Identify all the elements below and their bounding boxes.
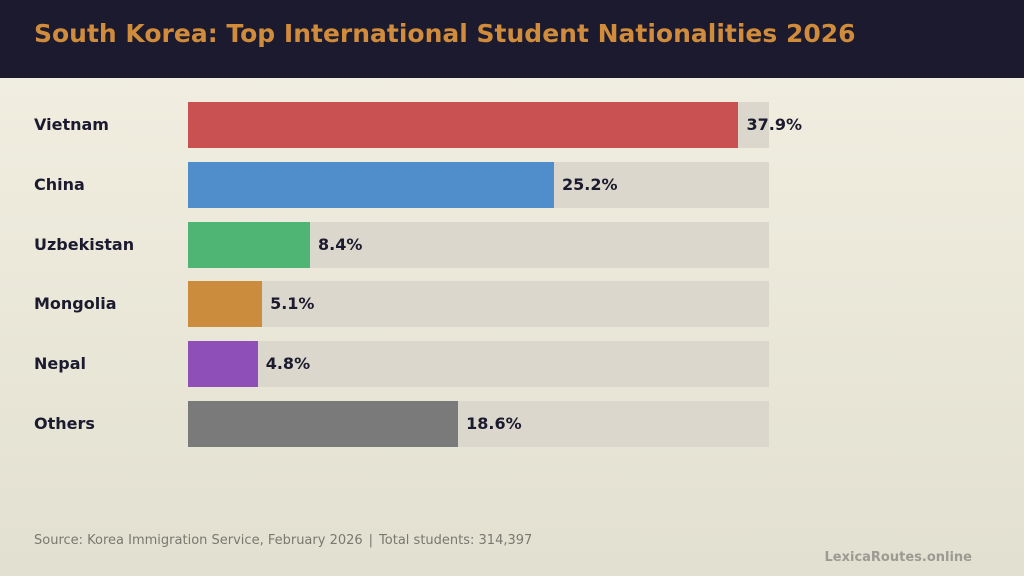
- bar: [188, 161, 555, 208]
- bar-row: Mongolia 5.1%: [0, 281, 1024, 328]
- bar-track: [188, 102, 769, 148]
- source-note: Source: Korea Immigration Service, Febru…: [34, 533, 532, 548]
- value-label: 8.4%: [318, 234, 363, 254]
- bar: [188, 281, 263, 328]
- bar-track: [188, 401, 769, 447]
- bar-row: Uzbekistan 8.4%: [0, 221, 1024, 268]
- bar: [188, 401, 459, 447]
- category-label: Mongolia: [34, 294, 117, 314]
- bar: [188, 341, 258, 388]
- bar-row: China 25.2%: [0, 161, 1024, 208]
- bar-track: [188, 281, 769, 328]
- bar-track: [188, 161, 769, 208]
- value-label: 5.1%: [270, 294, 315, 314]
- value-label: 4.8%: [265, 354, 311, 374]
- bar-track: [188, 221, 769, 268]
- bar-row: Nepal 4.8%: [0, 341, 1024, 388]
- header-bar: [0, 0, 1024, 78]
- bar-track: [188, 341, 769, 388]
- bar: [188, 102, 739, 148]
- chart-title: South Korea: Top International Student N…: [34, 19, 856, 48]
- brand-watermark: LexicaRoutes.online: [824, 550, 973, 565]
- bar-row: Others 18.6%: [0, 401, 1024, 447]
- value-label: 25.2%: [562, 174, 618, 194]
- footer-separator: |: [368, 533, 374, 548]
- source-text: Source: Korea Immigration Service, Febru…: [34, 533, 363, 548]
- bar-row: Vietnam 37.9%: [0, 102, 1024, 148]
- category-label: Uzbekistan: [34, 234, 135, 254]
- value-label: 18.6%: [466, 414, 522, 433]
- category-label: Vietnam: [34, 115, 109, 134]
- total-students-text: Total students: 314,397: [379, 533, 533, 548]
- value-label: 37.9%: [746, 115, 802, 134]
- category-label: Others: [34, 414, 95, 433]
- bar: [188, 221, 310, 268]
- category-label: Nepal: [34, 354, 86, 374]
- category-label: China: [34, 174, 85, 194]
